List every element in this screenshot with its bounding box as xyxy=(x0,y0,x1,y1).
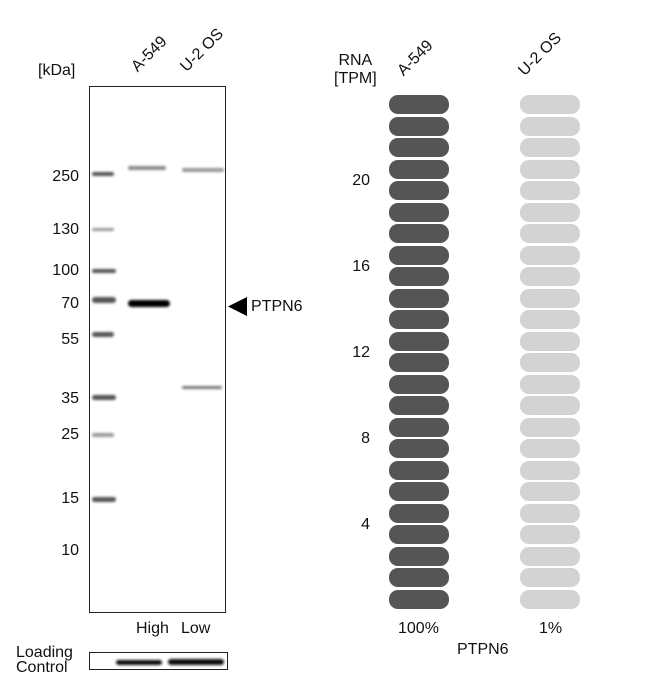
rna-bar-segment-a549 xyxy=(389,568,449,587)
loading-control-label: Loading Control xyxy=(16,644,73,676)
rna-bar-segment-a549 xyxy=(389,460,449,480)
rna-cell-line-a549: A-549 xyxy=(394,37,437,80)
rna-bar-segment-u2os xyxy=(520,353,580,372)
ladder-bands xyxy=(92,172,116,502)
rna-bar-segment-a549 xyxy=(389,202,449,222)
loading-band-a549 xyxy=(116,660,162,665)
marker-label-70: 70 xyxy=(61,295,79,312)
rna-bar-segment-a549 xyxy=(389,95,449,114)
marker-label-100: 100 xyxy=(52,262,79,279)
band-u2os-35 xyxy=(182,386,222,389)
rna-percent-a549: 100% xyxy=(398,620,439,637)
target-protein-label: PTPN6 xyxy=(251,298,303,315)
rna-bar-segment-u2os xyxy=(520,503,580,523)
western-blot-image xyxy=(89,86,226,613)
rna-tick-12: 12 xyxy=(352,344,370,361)
rna-gene-label: PTPN6 xyxy=(457,641,509,658)
rna-bar-segment-u2os xyxy=(520,331,580,351)
rna-bar-segment-a549 xyxy=(389,439,449,458)
rna-tick-20: 20 xyxy=(352,172,370,189)
kda-unit-label: [kDa] xyxy=(38,62,76,79)
loading-control-bands xyxy=(116,659,224,665)
rna-bar-segment-a549 xyxy=(389,503,449,523)
blot-bands xyxy=(92,166,224,502)
rna-bar-segment-u2os xyxy=(520,417,580,437)
rna-bar-segment-a549 xyxy=(389,245,449,265)
rna-bar-segment-u2os xyxy=(520,310,580,329)
rna-bar-segment-a549 xyxy=(389,181,449,200)
rna-bar-segment-u2os xyxy=(520,374,580,394)
rna-bar-segment-u2os xyxy=(520,546,580,566)
target-arrow-icon xyxy=(228,297,247,316)
marker-label-10: 10 xyxy=(61,542,79,559)
rna-bar-segment-u2os xyxy=(520,396,580,415)
marker-label-25: 25 xyxy=(61,426,79,443)
rna-bar-segment-a549 xyxy=(389,417,449,437)
rna-tick-4: 4 xyxy=(361,516,370,533)
rna-bar-segment-u2os xyxy=(520,116,580,136)
rna-bar-column-u2os xyxy=(520,95,580,609)
rna-bar-segment-u2os xyxy=(520,267,580,286)
lane-label-u2os: U-2 OS xyxy=(177,25,228,76)
rna-cell-line-u2os: U-2 OS xyxy=(515,29,566,80)
rna-bar-segment-u2os xyxy=(520,589,580,609)
rna-tick-8: 8 xyxy=(361,430,370,447)
rna-tick-16: 16 xyxy=(352,258,370,275)
rna-bar-segment-u2os xyxy=(520,138,580,157)
rna-bar-segment-u2os xyxy=(520,525,580,544)
rna-bar-segment-a549 xyxy=(389,138,449,157)
marker-label-130: 130 xyxy=(52,221,79,238)
rna-bar-segment-a549 xyxy=(389,546,449,566)
band-a549-ptpn6 xyxy=(128,300,170,307)
rna-bar-segment-a549 xyxy=(389,224,449,243)
rna-bar-segment-a549 xyxy=(389,310,449,329)
rna-bar-segment-a549 xyxy=(389,288,449,308)
loading-control-strip xyxy=(89,652,228,670)
rna-bar-segment-a549 xyxy=(389,374,449,394)
marker-label-35: 35 xyxy=(61,390,79,407)
rna-bar-segment-u2os xyxy=(520,439,580,458)
rna-bar-segment-u2os xyxy=(520,482,580,501)
rna-bar-segment-a549 xyxy=(389,482,449,501)
marker-label-55: 55 xyxy=(61,331,79,348)
rna-bar-segment-a549 xyxy=(389,353,449,372)
rna-bar-segment-a549 xyxy=(389,589,449,609)
rna-bar-segment-u2os xyxy=(520,202,580,222)
rna-bar-segment-a549 xyxy=(389,116,449,136)
rna-percent-u2os: 1% xyxy=(539,620,563,637)
band-u2os-high-mw xyxy=(182,168,224,172)
marker-label-250: 250 xyxy=(52,168,79,185)
rna-bar-column-a549 xyxy=(389,95,449,609)
rna-bar-segment-u2os xyxy=(520,181,580,200)
rna-bar-segment-u2os xyxy=(520,568,580,587)
rna-bar-segment-a549 xyxy=(389,159,449,179)
rna-bar-segment-u2os xyxy=(520,159,580,179)
rna-bar-segment-u2os xyxy=(520,245,580,265)
rna-bar-segment-a549 xyxy=(389,267,449,286)
lane-label-a549: A-549 xyxy=(128,33,171,76)
rna-bar-segment-a549 xyxy=(389,525,449,544)
band-a549-high-mw xyxy=(128,166,166,170)
rna-bar-segment-u2os xyxy=(520,288,580,308)
expression-label-low: Low xyxy=(181,620,211,637)
rna-bar-segment-u2os xyxy=(520,95,580,114)
loading-band-u2os xyxy=(168,659,224,665)
rna-bar-segment-u2os xyxy=(520,224,580,243)
rna-bar-segment-u2os xyxy=(520,460,580,480)
rna-axis-title: RNA [TPM] xyxy=(334,52,377,87)
marker-label-15: 15 xyxy=(61,490,79,507)
rna-bar-segment-a549 xyxy=(389,396,449,415)
rna-bar-segment-a549 xyxy=(389,331,449,351)
expression-label-high: High xyxy=(136,620,169,637)
